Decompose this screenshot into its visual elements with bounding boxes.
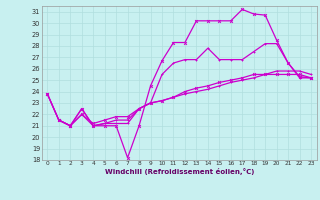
X-axis label: Windchill (Refroidissement éolien,°C): Windchill (Refroidissement éolien,°C) (105, 168, 254, 175)
